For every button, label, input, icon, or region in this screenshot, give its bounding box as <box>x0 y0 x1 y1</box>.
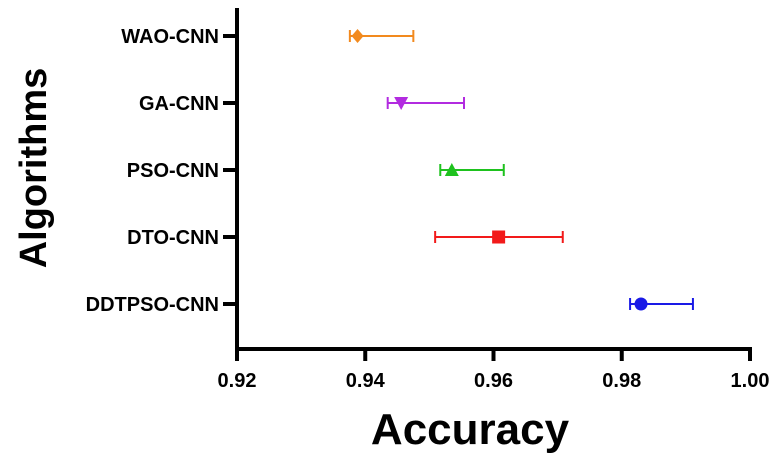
data-point-group <box>348 29 415 43</box>
x-tick-label: 0.94 <box>346 370 386 392</box>
data-point-group <box>439 163 505 176</box>
x-tick-label: 0.96 <box>474 370 513 392</box>
category-label: PSO-CNN <box>127 160 219 182</box>
data-point-group <box>386 97 466 110</box>
x-ticks: 0.92 0.94 0.96 0.98 1.00 <box>218 349 770 392</box>
category-label: DTO-CNN <box>127 227 219 249</box>
x-tick-label: 0.92 <box>218 370 257 392</box>
axes <box>235 8 752 351</box>
data-point-triangle-up <box>444 163 459 176</box>
x-axis-title: Accuracy <box>371 405 570 454</box>
data-point-diamond <box>351 29 364 43</box>
data-points <box>348 29 694 311</box>
y-axis-title: Algorithms <box>13 68 55 269</box>
category-label: WAO-CNN <box>121 26 219 48</box>
data-point-group <box>629 297 694 311</box>
x-tick-label: 0.98 <box>602 370 641 392</box>
x-tick-label: 1.00 <box>731 370 770 392</box>
data-point-circle <box>634 297 648 311</box>
data-point-square <box>492 230 506 244</box>
y-ticks: WAO-CNN GA-CNN PSO-CNN DTO-CNN DDTPSO-CNN <box>86 26 237 316</box>
category-label: GA-CNN <box>139 93 219 115</box>
data-point-group <box>434 230 564 244</box>
data-point-triangle-down <box>394 97 409 110</box>
category-label: DDTPSO-CNN <box>86 294 219 316</box>
